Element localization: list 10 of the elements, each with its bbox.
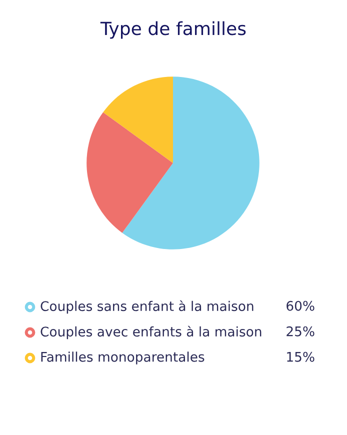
pie-slice — [103, 76, 173, 163]
data-label: 25% — [286, 326, 314, 336]
chart-title: Type de familles — [100, 21, 246, 39]
pie-slice — [86, 112, 173, 233]
data-label: 15% — [287, 352, 314, 362]
data-label: 60% — [286, 300, 314, 311]
pie-slice — [122, 76, 260, 250]
legend-label: Couples sans enfant à la maison — [40, 300, 254, 314]
legend-label: Familles monoparentales — [41, 352, 204, 364]
legend-label: Couples avec enfants à la maison — [40, 326, 262, 340]
